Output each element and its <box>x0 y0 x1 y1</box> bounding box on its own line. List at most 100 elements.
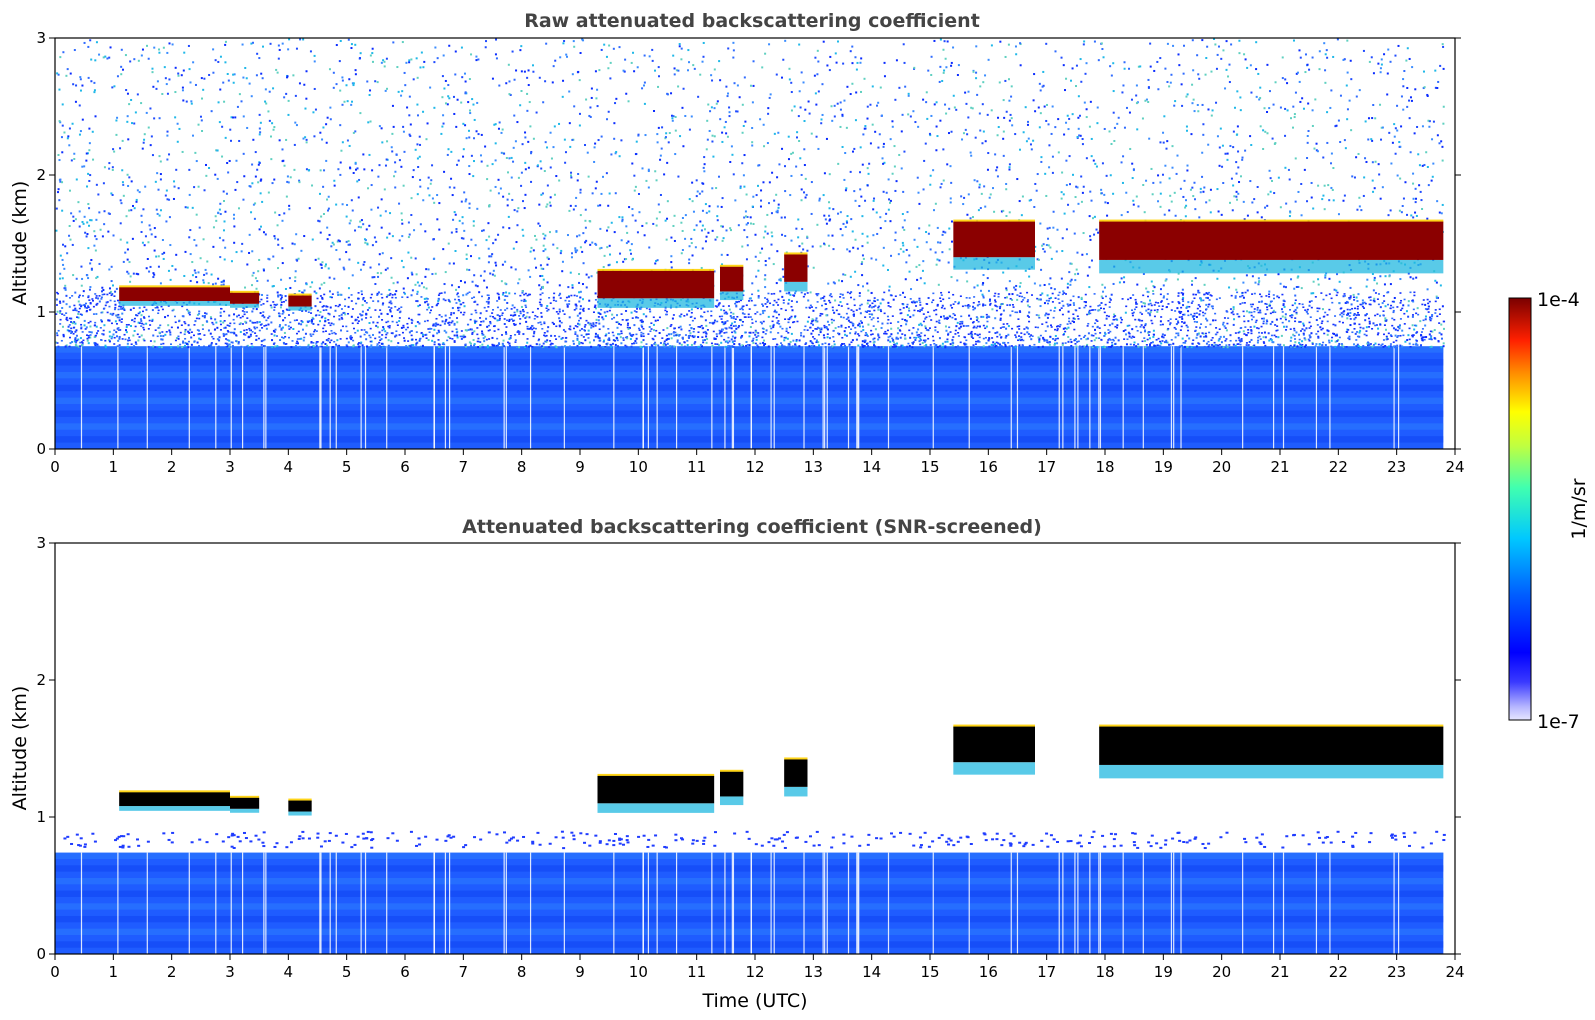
noise-pixel <box>366 345 369 348</box>
noise-pixel <box>576 338 579 341</box>
noise-pixel <box>312 111 315 114</box>
noise-pixel <box>1077 95 1080 98</box>
noise-pixel <box>948 107 951 110</box>
noise-pixel <box>535 111 538 114</box>
noise-pixel <box>520 305 523 308</box>
noise-pixel <box>762 181 765 184</box>
noise-pixel <box>494 185 497 188</box>
noise-pixel <box>257 181 260 184</box>
noise-pixel <box>772 304 775 307</box>
noise-pixel <box>612 339 615 342</box>
noise-pixel <box>678 45 681 48</box>
noise-pixel <box>276 71 279 74</box>
noise-pixel <box>579 52 582 55</box>
noise-pixel <box>588 341 591 344</box>
noise-pixel <box>839 228 842 231</box>
noise-pixel <box>1257 277 1260 280</box>
noise-pixel <box>339 173 342 176</box>
noise-pixel <box>640 335 643 338</box>
noise-pixel <box>138 311 141 314</box>
noise-pixel <box>1158 344 1161 347</box>
noise-pixel <box>1024 269 1027 272</box>
noise-pixel <box>1399 177 1402 180</box>
noise-pixel <box>397 342 400 345</box>
noise-pixel <box>434 46 437 49</box>
noise-pixel <box>1421 164 1424 167</box>
noise-pixel <box>980 315 983 318</box>
noise-pixel <box>762 236 765 239</box>
noise-pixel <box>151 67 154 70</box>
noise-pixel <box>1353 176 1356 179</box>
noise-pixel <box>778 278 781 281</box>
noise-pixel <box>309 50 312 53</box>
noise-pixel <box>1271 179 1274 182</box>
noise-pixel <box>388 232 391 235</box>
noise-pixel <box>298 179 301 182</box>
noise-pixel <box>136 93 139 96</box>
noise-pixel <box>322 304 325 307</box>
noise-pixel <box>386 236 389 239</box>
noise-pixel <box>757 334 760 337</box>
noise-pixel <box>515 241 518 244</box>
noise-pixel <box>831 321 834 324</box>
noise-pixel <box>1368 344 1371 347</box>
noise-pixel <box>156 172 159 175</box>
noise-pixel <box>197 185 200 188</box>
noise-pixel <box>304 136 307 139</box>
noise-pixel <box>826 336 829 339</box>
noise-pixel <box>630 252 633 255</box>
noise-pixel <box>729 227 732 230</box>
noise-pixel <box>808 345 811 348</box>
noise-pixel <box>371 244 374 247</box>
noise-pixel <box>812 319 815 322</box>
noise-pixel <box>602 266 605 269</box>
noise-pixel <box>1240 337 1243 340</box>
noise-pixel <box>349 336 352 339</box>
noise-pixel <box>108 268 111 271</box>
noise-pixel <box>1004 79 1007 82</box>
noise-pixel <box>663 345 666 348</box>
noise-pixel <box>677 85 680 88</box>
noise-pixel <box>1346 71 1349 74</box>
noise-pixel <box>520 171 523 174</box>
noise-pixel <box>977 209 980 212</box>
noise-pixel <box>461 216 464 219</box>
noise-pixel <box>539 275 542 278</box>
noise-pixel <box>59 180 62 183</box>
noise-pixel <box>152 345 155 348</box>
noise-pixel <box>1082 345 1085 348</box>
noise-pixel <box>759 251 762 254</box>
noise-pixel <box>1065 327 1068 330</box>
noise-pixel <box>1153 69 1156 72</box>
noise-pixel <box>1380 63 1383 66</box>
noise-pixel <box>1396 104 1399 107</box>
noise-pixel <box>602 318 605 321</box>
noise-pixel <box>75 277 78 280</box>
noise-pixel <box>298 345 301 348</box>
noise-pixel <box>228 339 231 342</box>
noise-pixel <box>140 334 143 337</box>
noise-pixel <box>78 133 81 136</box>
noise-pixel <box>495 264 498 267</box>
noise-pixel <box>469 328 472 331</box>
noise-pixel <box>776 209 779 212</box>
noise-pixel <box>1405 59 1408 62</box>
noise-pixel <box>373 236 376 239</box>
noise-pixel <box>312 322 315 325</box>
noise-pixel <box>278 48 281 51</box>
noise-pixel <box>711 344 714 347</box>
noise-pixel <box>1374 117 1377 120</box>
noise-pixel <box>177 187 180 190</box>
noise-pixel <box>119 199 122 202</box>
noise-pixel <box>523 70 526 73</box>
noise-pixel <box>606 229 609 232</box>
noise-pixel <box>1128 67 1131 70</box>
noise-pixel <box>975 77 978 80</box>
noise-pixel <box>749 216 752 219</box>
noise-pixel <box>1307 130 1310 133</box>
noise-pixel <box>483 340 486 343</box>
noise-pixel <box>1379 103 1382 106</box>
noise-pixel <box>1310 332 1313 335</box>
noise-pixel <box>1262 147 1265 150</box>
noise-pixel <box>674 115 677 118</box>
